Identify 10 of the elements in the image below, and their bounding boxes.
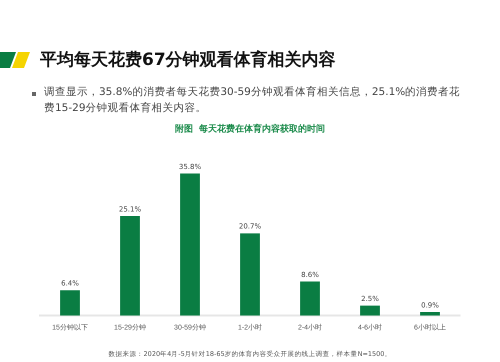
x-axis-title: 附图 每天花费在体育内容获取的时间 bbox=[174, 122, 326, 135]
chart-title: 平均每天花费67分钟观看体育相关内容 bbox=[40, 49, 336, 71]
bar bbox=[120, 216, 140, 316]
bar bbox=[420, 312, 440, 316]
bar bbox=[300, 281, 320, 316]
bar bbox=[180, 173, 200, 316]
chart-subtitle: 调查显示，35.8%的消费者每天花费30-59分钟观看体育相关信息，25.1%的消费者花费15-29分钟观看体育相关内容。 bbox=[44, 85, 462, 116]
bar bbox=[360, 306, 380, 316]
bar bbox=[240, 233, 260, 316]
bar bbox=[60, 290, 80, 316]
